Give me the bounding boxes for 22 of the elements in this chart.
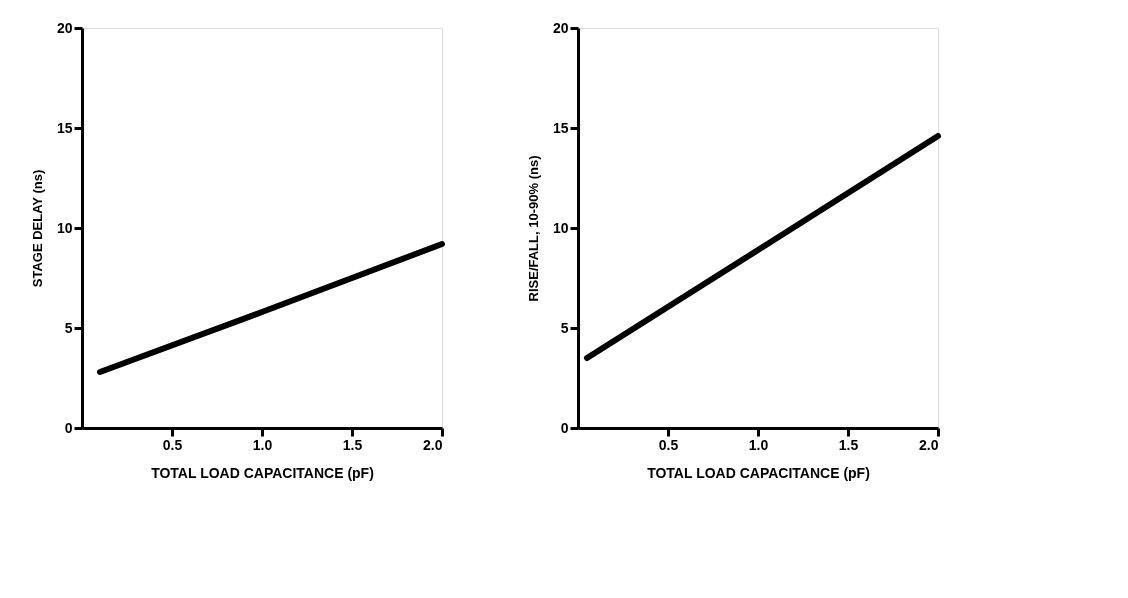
y-tick-label: 5 (64, 319, 73, 336)
x-tick-label: 0.5 (162, 436, 183, 453)
x-tick-label: 2.0 (919, 436, 939, 453)
x-axis-title: TOTAL LOAD CAPACITANCE (pF) (151, 464, 374, 481)
y-tick-label: 20 (552, 19, 569, 36)
x-tick-label: 2.0 (423, 436, 443, 453)
y-tick-label: 0 (64, 419, 73, 436)
y-axis-title: RISE/FALL, 10-90% (ns) (525, 155, 541, 302)
y-axis-title: STAGE DELAY (ns) (29, 169, 45, 288)
y-tick-label: 10 (56, 219, 73, 236)
y-tick-label: 5 (560, 319, 569, 336)
x-tick-label: 1.5 (342, 436, 363, 453)
x-tick-label: 0.5 (658, 436, 679, 453)
x-tick-label: 1.0 (252, 436, 273, 453)
y-tick-label: 10 (552, 219, 569, 236)
y-tick-label: 15 (56, 119, 73, 136)
y-tick-label: 20 (56, 19, 73, 36)
y-tick-label: 15 (552, 119, 569, 136)
x-tick-label: 1.5 (838, 436, 859, 453)
y-tick-label: 0 (560, 419, 569, 436)
x-axis-title: TOTAL LOAD CAPACITANCE (pF) (647, 464, 870, 481)
x-tick-label: 1.0 (748, 436, 769, 453)
